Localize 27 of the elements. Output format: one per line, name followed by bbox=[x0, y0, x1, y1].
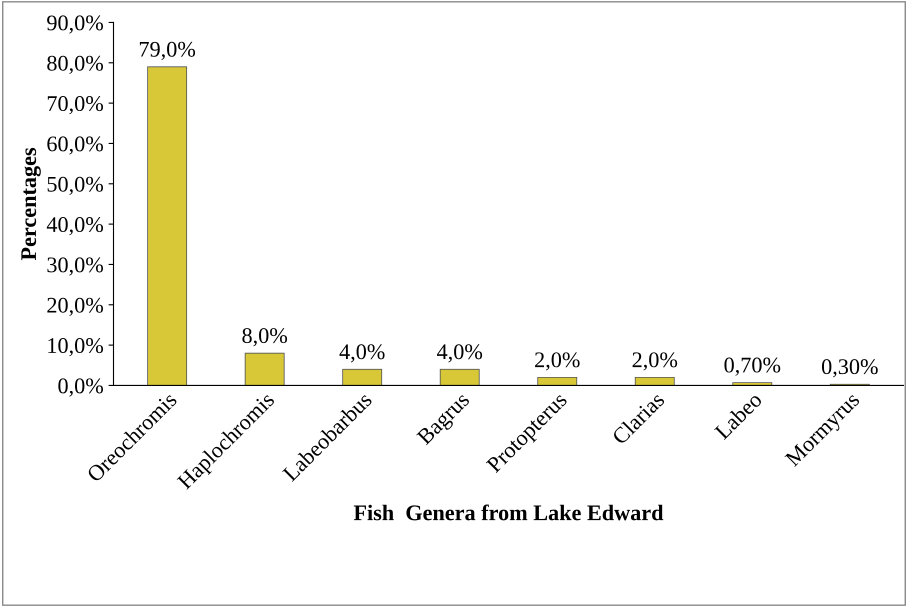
y-tick-label: 50,0% bbox=[48, 176, 104, 195]
bar bbox=[342, 368, 382, 386]
data-label: 0,30% bbox=[822, 359, 878, 378]
y-tick-label: 60,0% bbox=[47, 136, 104, 155]
y-axis-title: Percentages bbox=[21, 148, 41, 260]
bar bbox=[634, 376, 675, 386]
data-label: 2,0% bbox=[632, 352, 678, 371]
data-label: 0,70% bbox=[724, 358, 780, 376]
data-label: 2,0% bbox=[535, 352, 580, 371]
y-tick-label: 0,0% bbox=[58, 378, 104, 397]
data-label: 79,0% bbox=[140, 42, 196, 60]
data-label: 4,0% bbox=[339, 344, 385, 362]
bar bbox=[537, 376, 578, 386]
bar bbox=[244, 352, 285, 386]
data-label: 8,0% bbox=[242, 328, 288, 346]
bar bbox=[732, 382, 772, 386]
y-tick-label: 40,0% bbox=[46, 217, 104, 236]
bar bbox=[147, 66, 188, 386]
y-tick-label: 10,0% bbox=[48, 338, 104, 356]
x-axis-title: Fish Genera from Lake Edward bbox=[354, 504, 664, 520]
y-tick-label: 20,0% bbox=[47, 298, 104, 316]
y-tick-label: 70,0% bbox=[48, 96, 104, 114]
y-tick-label: 30,0% bbox=[47, 257, 104, 276]
data-label: 4,0% bbox=[437, 344, 482, 362]
y-tick-label: 80,0% bbox=[47, 56, 104, 74]
y-tick-label: 90,0% bbox=[47, 15, 104, 34]
bar bbox=[440, 368, 480, 386]
